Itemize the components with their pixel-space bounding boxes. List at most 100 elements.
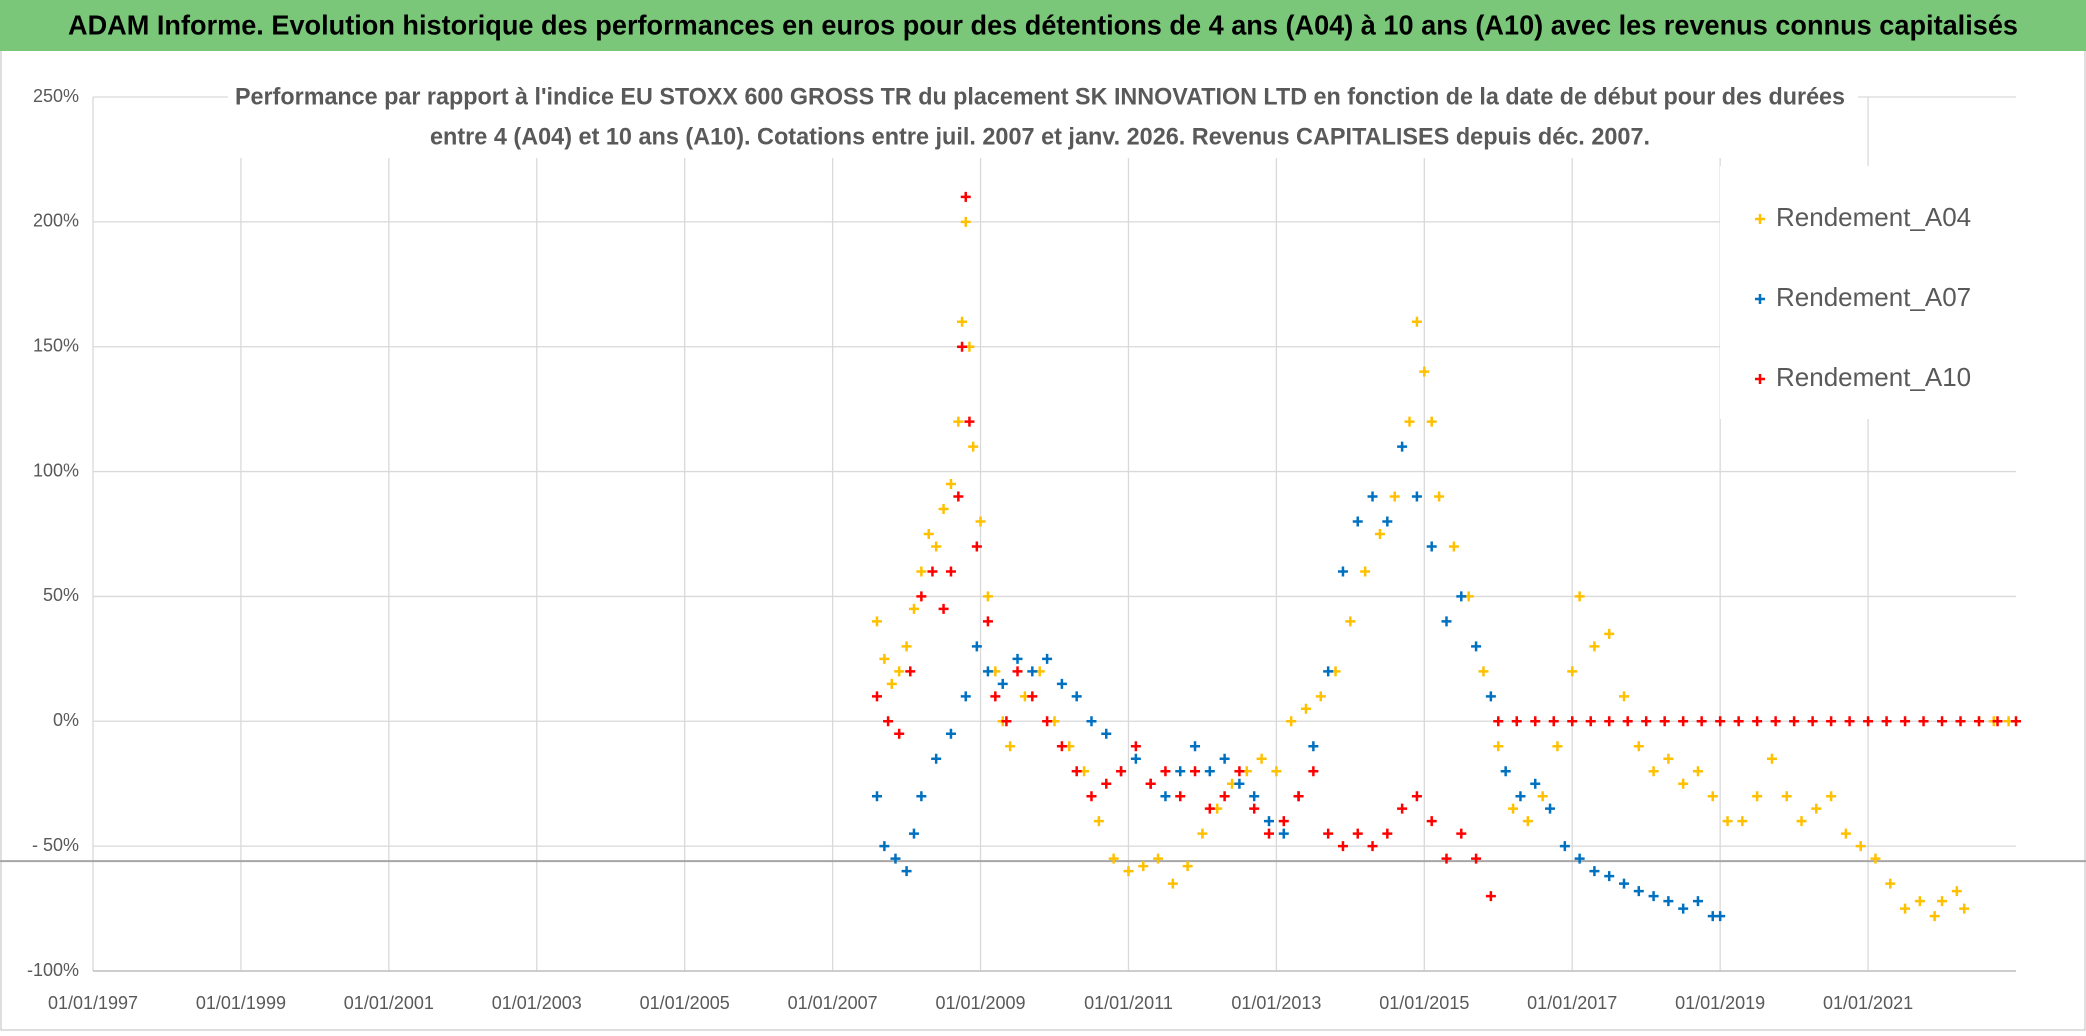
x-tick-label: 01/01/2005 (640, 993, 730, 1013)
data-point (1633, 741, 1644, 752)
data-point (1175, 766, 1186, 777)
data-point (1263, 828, 1274, 839)
data-point (1042, 653, 1053, 664)
data-point (1663, 753, 1674, 764)
data-point (1219, 791, 1230, 802)
data-point (1271, 766, 1282, 777)
data-point (1204, 766, 1215, 777)
data-point (1397, 441, 1408, 452)
grid (0, 96, 2086, 972)
data-point (1190, 741, 1201, 752)
data-point (957, 316, 968, 327)
data-point (1086, 716, 1097, 727)
data-point (1337, 841, 1348, 852)
plot-area (871, 191, 2021, 922)
data-point (1108, 853, 1119, 864)
data-point (890, 853, 901, 864)
data-point (1485, 691, 1496, 702)
x-tick-label: 01/01/2009 (935, 993, 1025, 1013)
data-point (1604, 716, 1615, 727)
data-point (1175, 791, 1186, 802)
data-point (1441, 853, 1452, 864)
subtitle-line: Performance par rapport à l'indice EU ST… (235, 83, 1845, 110)
data-point (886, 678, 897, 689)
data-point (1659, 716, 1670, 727)
data-point (1807, 716, 1818, 727)
data-point (1323, 828, 1334, 839)
data-point (1278, 816, 1289, 827)
data-point (1974, 716, 1985, 727)
data-point (960, 216, 971, 227)
data-point (1900, 903, 1911, 914)
data-point (1826, 716, 1837, 727)
data-point (1249, 791, 1260, 802)
data-point (945, 479, 956, 490)
data-point (953, 491, 964, 502)
data-point (1042, 716, 1053, 727)
legend-label: Rendement_A07 (1776, 282, 1971, 312)
subtitle-bg (228, 80, 1858, 158)
data-point (1678, 716, 1689, 727)
data-point (1315, 691, 1326, 702)
data-point (901, 641, 912, 652)
data-point (1005, 741, 1016, 752)
data-point (1885, 878, 1896, 889)
data-point (1197, 828, 1208, 839)
data-point (1293, 791, 1304, 802)
data-point (1419, 366, 1430, 377)
legend-marker (1755, 294, 1765, 304)
data-point (1448, 541, 1459, 552)
data-point (1585, 716, 1596, 727)
data-point (1707, 791, 1718, 802)
data-point (1648, 766, 1659, 777)
y-tick-label: 150% (33, 335, 79, 355)
x-tick-label: 01/01/2013 (1231, 993, 1321, 1013)
data-point (1001, 716, 1012, 727)
x-tick-label: 01/01/2017 (1527, 993, 1617, 1013)
data-point (1959, 903, 1970, 914)
data-point (1367, 841, 1378, 852)
data-point (1715, 911, 1726, 922)
data-point (908, 603, 919, 614)
data-point (1426, 816, 1437, 827)
data-point (1722, 816, 1733, 827)
data-point (927, 566, 938, 577)
legend-marker (1755, 374, 1765, 384)
data-point (1545, 803, 1556, 814)
data-point (1123, 866, 1134, 877)
data-point (871, 791, 882, 802)
data-point (1937, 896, 1948, 907)
data-point (971, 541, 982, 552)
data-point (1678, 903, 1689, 914)
data-point (1426, 541, 1437, 552)
data-point (1093, 816, 1104, 827)
data-point (1870, 853, 1881, 864)
data-point (1101, 778, 1112, 789)
legend: Rendement_A04 Rendement_A07 Rendement_A10 (1720, 166, 2016, 419)
x-tick-label: 01/01/2019 (1675, 993, 1765, 1013)
data-point (931, 541, 942, 552)
data-point (1641, 716, 1652, 727)
data-point (916, 566, 927, 577)
data-point (945, 566, 956, 577)
data-point (964, 416, 975, 427)
data-point (1411, 791, 1422, 802)
y-tick-label: 100% (33, 460, 79, 480)
y-tick-label: 50% (43, 585, 79, 605)
data-point (871, 616, 882, 627)
data-point (1511, 716, 1522, 727)
data-point (894, 728, 905, 739)
data-point (1574, 853, 1585, 864)
data-point (1955, 716, 1966, 727)
data-point (1485, 891, 1496, 902)
data-point (1589, 641, 1600, 652)
data-point (1012, 653, 1023, 664)
data-point (1918, 716, 1929, 727)
data-point (905, 666, 916, 677)
data-point (1101, 728, 1112, 739)
data-point (1382, 516, 1393, 527)
data-point (1648, 891, 1659, 902)
header-title: ADAM Informe. Evolution historique des p… (68, 9, 2018, 40)
data-point (908, 828, 919, 839)
data-point (1204, 803, 1215, 814)
